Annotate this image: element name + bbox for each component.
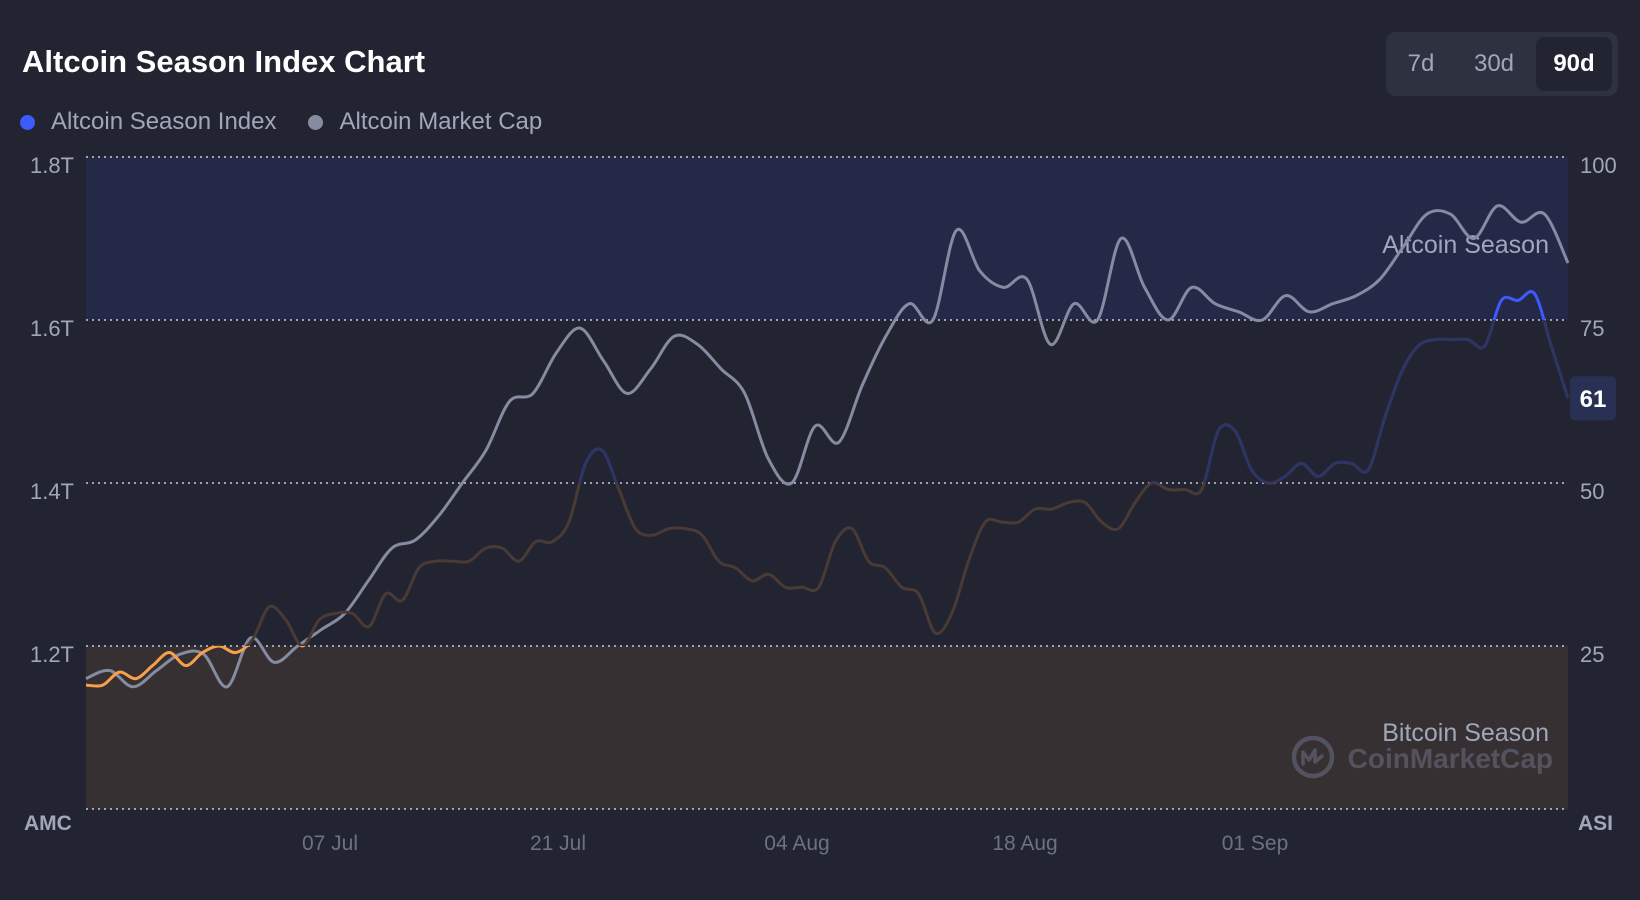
legend-dot-icon xyxy=(20,114,35,130)
market-cap-line xyxy=(85,204,1570,689)
x-axis-tick-label: 01 Sep xyxy=(1222,832,1289,855)
left-axis-tick-label: 1.6T xyxy=(30,316,74,341)
legend-item-altcoin-season-index[interactable]: Altcoin Season Index xyxy=(20,108,276,136)
watermark-group: CoinMarketCap xyxy=(1291,735,1553,779)
x-axis-tick-label: 07 Jul xyxy=(302,832,358,855)
left-axis-tick-label: 1.4T xyxy=(30,479,74,504)
x-axis-tick-label: 04 Aug xyxy=(764,832,829,855)
index-line-bitcoin-season xyxy=(85,646,306,688)
left-axis-tick-label: 1.2T xyxy=(30,642,74,667)
x-axis-tick-label: 21 Jul xyxy=(530,832,586,855)
right-axis-tick-label: 75 xyxy=(1580,316,1604,341)
index-line-neutral-lower xyxy=(211,320,1570,646)
bitcoin-season-zone xyxy=(86,646,1568,809)
index-line-neutral-upper xyxy=(577,320,1570,483)
x-axis-tick-label: 18 Aug xyxy=(992,832,1057,855)
legend-label: Altcoin Season Index xyxy=(51,108,277,135)
right-axis-tick-label: 50 xyxy=(1580,479,1604,504)
range-30d-button[interactable]: 30d xyxy=(1473,50,1515,77)
legend-dot-icon xyxy=(308,114,324,130)
altcoin-season-zone xyxy=(86,157,1568,320)
legend-label: Altcoin Market Cap xyxy=(339,108,543,135)
time-range-selector: 7d 30d 90d xyxy=(1386,32,1618,96)
bitcoin-season-label: Bitcoin Season xyxy=(1382,719,1549,747)
chart-legend: Altcoin Season Index Altcoin Market Cap xyxy=(20,104,574,140)
page-title: Altcoin Season Index Chart xyxy=(22,44,426,79)
current-value-badge xyxy=(1570,376,1616,421)
left-axis-tick-label: 1.8T xyxy=(30,153,74,178)
index-line-altcoin-season xyxy=(1492,290,1546,320)
legend-item-altcoin-market-cap[interactable]: Altcoin Market Cap xyxy=(308,108,542,136)
range-7d-button[interactable]: 7d xyxy=(1407,50,1435,77)
coinmarketcap-logo-mark xyxy=(1301,748,1324,766)
current-value-label: 61 xyxy=(1580,386,1607,413)
left-axis-label: AMC xyxy=(24,812,72,835)
right-axis-tick-label: 100 xyxy=(1580,153,1617,178)
range-90d-button[interactable]: 90d xyxy=(1536,37,1612,91)
coinmarketcap-watermark: CoinMarketCap xyxy=(1348,743,1553,774)
right-axis-tick-label: 25 xyxy=(1580,642,1604,667)
right-axis-label: ASI xyxy=(1578,812,1613,835)
coinmarketcap-logo-icon xyxy=(1291,735,1335,779)
